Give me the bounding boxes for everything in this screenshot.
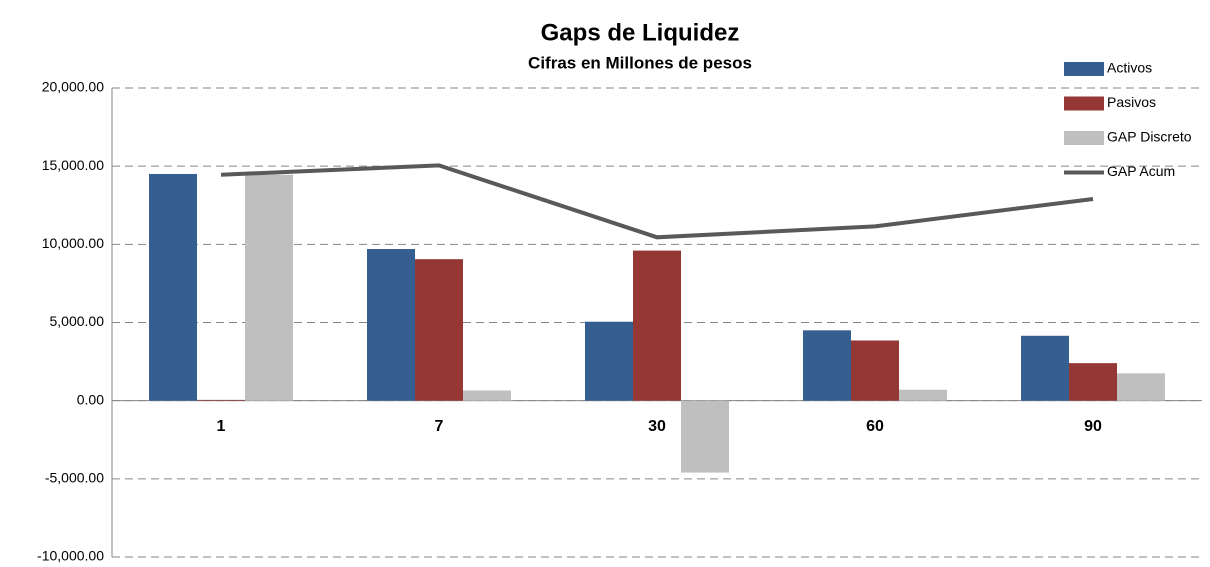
x-tick-label: 7 [435, 418, 444, 435]
bar [803, 330, 851, 401]
legend-label: Pasivos [1107, 94, 1156, 110]
y-tick-label: 20,000.00 [42, 79, 104, 95]
y-tick-label: 5,000.00 [50, 313, 105, 329]
bar [851, 340, 899, 401]
y-tick-label: -10,000.00 [37, 548, 104, 564]
legend-swatch [1064, 131, 1104, 145]
legend-label: GAP Discreto [1107, 129, 1192, 145]
bar [1117, 373, 1165, 401]
bar [1021, 335, 1069, 401]
x-tick-label: 30 [648, 418, 666, 435]
line-series [220, 163, 1094, 240]
y-tick-label: 10,000.00 [42, 235, 104, 251]
bar [415, 259, 463, 401]
bar [463, 390, 511, 401]
bar [633, 250, 681, 401]
y-tick-label: 15,000.00 [42, 157, 104, 173]
x-tick-label: 1 [217, 418, 226, 435]
bar [245, 174, 293, 401]
legend-label: GAP Acum [1107, 163, 1175, 179]
bar [681, 400, 729, 473]
bar [149, 173, 197, 401]
chart-title: Gaps de Liquidez [541, 19, 740, 46]
bar [197, 399, 245, 401]
bar [585, 321, 633, 401]
legend-swatch [1064, 96, 1104, 111]
chart-subtitle: Cifras en Millones de pesos [528, 53, 752, 72]
legend-label: Activos [1107, 60, 1152, 76]
y-tick-label: -5,000.00 [45, 470, 104, 486]
x-tick-label: 90 [1084, 418, 1102, 435]
y-tick-label: 0.00 [77, 391, 104, 407]
bar [899, 389, 947, 401]
bar [1069, 363, 1117, 401]
bar [367, 249, 415, 401]
x-tick-label: 60 [866, 418, 884, 435]
legend-swatch [1064, 62, 1104, 76]
